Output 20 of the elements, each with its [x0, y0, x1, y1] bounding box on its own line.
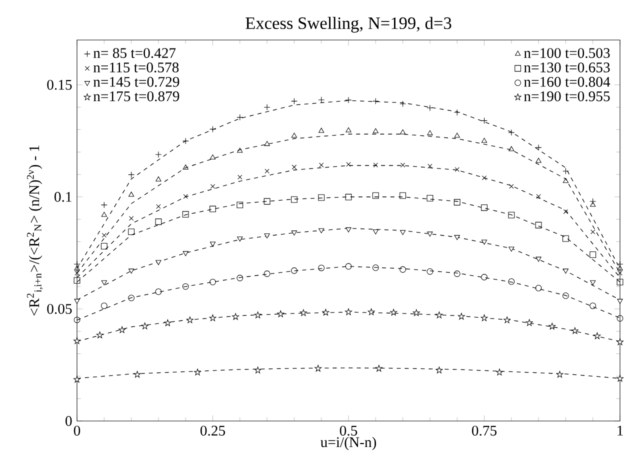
x-axis-title: u=i/(N-n) — [320, 436, 376, 450]
chart-title: Excess Swelling, N=199, d=3 — [246, 16, 452, 33]
text: <R$^{2}$$_{i,i+n}$>/(<R$^{2}$$_{N}$> (n/N)$^{2ν}$) - 1 — [26, 146, 43, 316]
legend-label: n=130 t=0.653 — [524, 62, 610, 72]
x-tick-label: 1 — [618, 426, 623, 436]
legend-label: n=175 t=0.879 — [93, 91, 180, 102]
legend-label: n= 85 t=0.427 — [93, 48, 176, 58]
y-tick-label: 0.05 — [47, 304, 72, 314]
legend-label: n=100 t=0.503 — [524, 48, 610, 58]
y-tick-label: 0.1 — [54, 192, 72, 202]
x-tick-label: 0.25 — [200, 426, 226, 436]
x-tick-label: 0.75 — [472, 426, 497, 436]
legend-label: n=115 t=0.578 — [93, 62, 179, 72]
y-tick-label: 0 — [66, 416, 72, 426]
x-tick-label: 0 — [74, 426, 80, 436]
legend-label: n=160 t=0.804 — [524, 76, 610, 87]
y-tick-label: 0.15 — [47, 80, 72, 90]
x-tick-label: 0.5 — [340, 426, 358, 436]
legend-label: n=145 t=0.729 — [93, 76, 180, 87]
legend-label: n=190 t=0.955 — [524, 91, 610, 102]
